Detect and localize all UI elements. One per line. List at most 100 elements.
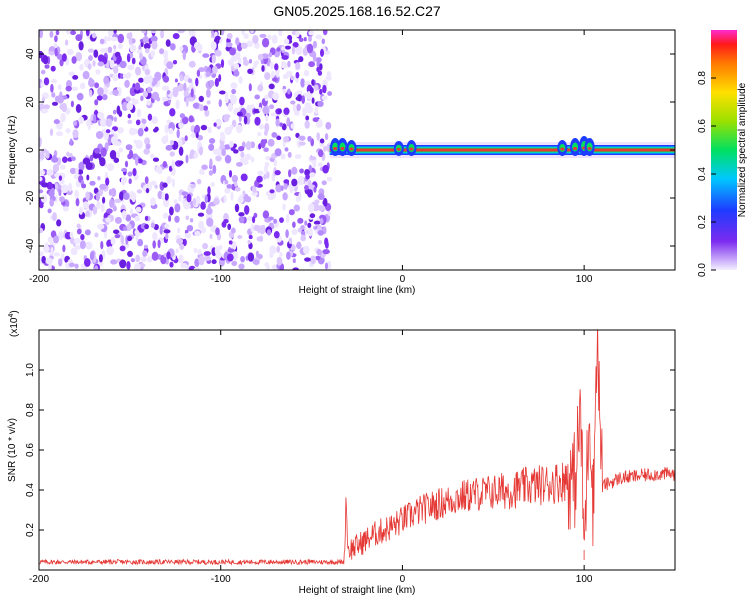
noise-speckle [248, 83, 252, 92]
noise-region [39, 30, 333, 270]
noise-speckle [297, 94, 303, 102]
noise-speckle [250, 156, 255, 163]
noise-speckle [184, 203, 191, 209]
noise-speckle [105, 129, 111, 134]
noise-speckle [274, 63, 279, 71]
noise-speckle [202, 53, 210, 58]
noise-speckle [247, 252, 255, 262]
noise-speckle [176, 238, 184, 245]
noise-speckle [164, 223, 170, 229]
noise-speckle [129, 52, 133, 59]
noise-speckle [308, 203, 315, 213]
noise-speckle [58, 175, 63, 181]
noise-speckle [144, 68, 151, 76]
noise-speckle [200, 124, 208, 131]
noise-speckle [227, 59, 234, 67]
noise-speckle [100, 241, 104, 250]
noise-speckle [208, 143, 215, 151]
noise-speckle [213, 197, 220, 205]
noise-speckle [323, 145, 327, 152]
noise-speckle [267, 195, 275, 200]
noise-speckle [218, 74, 222, 82]
noise-speckle [161, 135, 168, 145]
noise-speckle [135, 156, 139, 166]
noise-speckle [177, 227, 181, 234]
noise-speckle [129, 208, 133, 215]
noise-speckle [39, 189, 44, 194]
noise-speckle [147, 86, 152, 94]
noise-speckle [58, 231, 64, 240]
noise-speckle [144, 176, 149, 185]
noise-speckle [85, 210, 90, 218]
noise-speckle [53, 252, 61, 257]
noise-speckle [194, 230, 201, 237]
noise-speckle [86, 174, 90, 181]
noise-speckle [322, 30, 328, 36]
noise-speckle [100, 147, 107, 157]
noise-speckle [318, 240, 322, 245]
noise-speckle [304, 220, 308, 226]
noise-speckle [199, 104, 204, 112]
noise-speckle [325, 121, 332, 130]
noise-speckle [79, 64, 84, 71]
noise-speckle [126, 261, 131, 270]
noise-speckle [252, 35, 259, 44]
noise-speckle [263, 173, 267, 180]
noise-speckle [140, 95, 144, 102]
noise-speckle [287, 88, 291, 95]
x-tick-label: 0 [400, 574, 406, 585]
noise-speckle [94, 232, 99, 238]
noise-speckle [94, 99, 99, 106]
noise-speckle [202, 242, 209, 250]
noise-speckle [219, 244, 223, 250]
noise-speckle [282, 73, 289, 80]
noise-speckle [168, 215, 172, 222]
noise-speckle [151, 80, 156, 87]
noise-speckle [189, 218, 194, 223]
noise-speckle [261, 65, 265, 72]
signal-bump-peak [333, 147, 338, 150]
noise-speckle [220, 133, 226, 142]
noise-speckle [262, 37, 270, 48]
noise-speckle [321, 95, 328, 101]
noise-speckle [291, 178, 298, 187]
noise-speckle [40, 108, 48, 114]
noise-speckle [190, 132, 198, 138]
noise-speckle [71, 86, 78, 91]
noise-speckle [296, 241, 302, 250]
noise-speckle [137, 127, 144, 137]
noise-speckle [168, 127, 174, 135]
noise-speckle [200, 201, 206, 210]
noise-speckle [207, 126, 212, 134]
noise-speckle [123, 192, 130, 200]
noise-speckle [196, 178, 202, 185]
noise-speckle [100, 203, 105, 213]
noise-speckle [95, 131, 104, 139]
signal-bump-peak [396, 147, 401, 151]
noise-speckle [291, 166, 298, 175]
noise-speckle [295, 45, 303, 56]
noise-speckle [283, 179, 290, 184]
noise-speckle [169, 43, 176, 51]
noise-speckle [147, 113, 153, 121]
x-tick-label: -200 [29, 574, 49, 585]
noise-speckle [135, 254, 141, 263]
noise-speckle [317, 162, 323, 167]
noise-speckle [119, 245, 126, 252]
noise-speckle [228, 240, 233, 245]
bottom-y-ticks: 0.2 0.4 0.6 0.8 1.0 [25, 363, 675, 537]
noise-speckle [119, 191, 124, 201]
noise-speckle [40, 69, 46, 75]
noise-speckle [65, 85, 72, 92]
noise-speckle [242, 59, 250, 66]
noise-speckle [284, 45, 291, 50]
noise-speckle [238, 76, 243, 84]
noise-speckle [126, 223, 132, 232]
noise-speckle [223, 144, 231, 150]
noise-speckle [98, 188, 104, 197]
noise-speckle [190, 88, 194, 98]
y-tick-label: 0.6 [25, 443, 36, 457]
noise-speckle [87, 63, 92, 70]
colorbar-tick-label: 0.4 [697, 167, 708, 181]
noise-speckle [65, 30, 71, 35]
